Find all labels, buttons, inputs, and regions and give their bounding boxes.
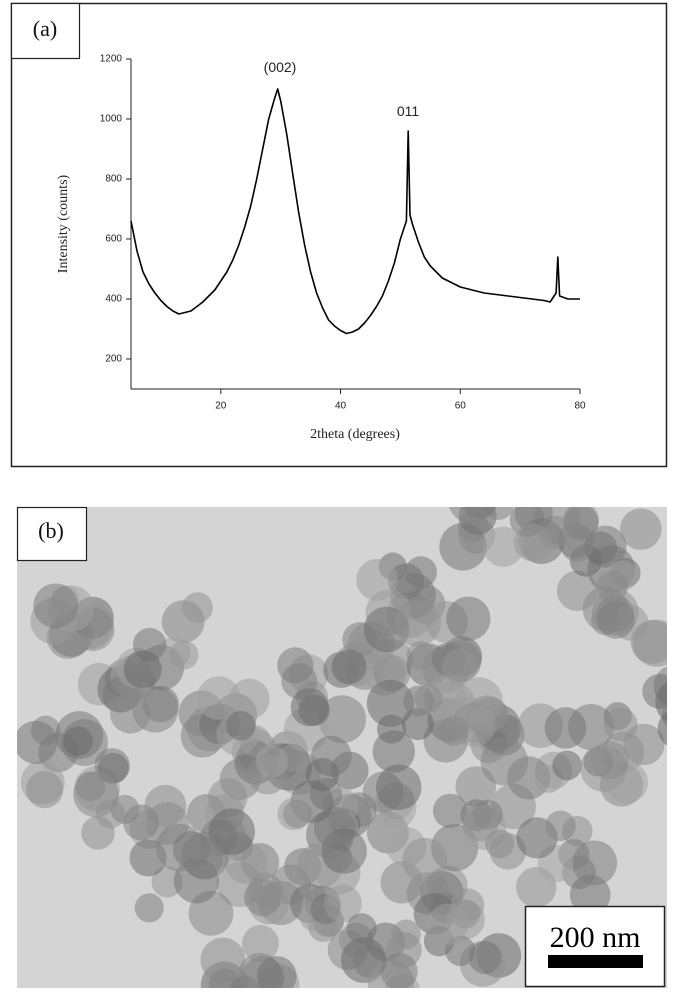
nanoparticle [305, 757, 340, 792]
nanoparticle [544, 707, 587, 749]
nanoparticle [73, 771, 119, 818]
nanoparticle [468, 941, 502, 974]
y-tick-label: 400 [105, 294, 122, 305]
nanoparticle [331, 649, 367, 685]
nanoparticle [513, 523, 552, 562]
nanoparticle [432, 793, 468, 829]
nanoparticle [123, 650, 162, 689]
nanoparticle [207, 778, 248, 818]
panel-label-box [16, 506, 88, 562]
nanoparticle [552, 750, 582, 781]
nanoparticle [449, 507, 495, 524]
nanoparticle [110, 692, 151, 734]
nanoparticle [26, 770, 64, 809]
nanoparticle [182, 592, 213, 623]
scale-bar-box [524, 905, 666, 988]
nanoparticle [391, 919, 421, 949]
nanoparticle [63, 726, 93, 756]
nanoparticle [151, 866, 183, 898]
nanoparticle [380, 952, 418, 988]
x-tick-label: 40 [335, 401, 347, 412]
nanoparticle [81, 816, 115, 850]
intensity-line [130, 88, 580, 335]
nanoparticle [446, 596, 491, 641]
nanoparticle [461, 804, 499, 842]
nanoparticle [321, 828, 367, 874]
nanoparticle [569, 874, 611, 916]
nanoparticle [596, 570, 628, 603]
nanoparticle [226, 710, 256, 741]
nanoparticle [376, 714, 407, 744]
x-tick-label: 20 [215, 401, 227, 412]
panel-label: (b) [38, 518, 64, 543]
y-tick-label: 1000 [100, 114, 123, 125]
nanoparticle [657, 711, 667, 746]
y-axis-title: Intensity (counts) [56, 174, 71, 273]
nanoparticle [197, 676, 241, 720]
nanoparticle [247, 872, 283, 907]
nanoparticle [323, 884, 362, 923]
scale-bar [548, 955, 643, 968]
nanoparticle [277, 797, 311, 831]
scale-bar-label: 200 nm [550, 921, 641, 954]
nanoparticle [603, 707, 638, 742]
nanoparticle [33, 583, 79, 629]
nanoparticle [563, 507, 599, 541]
nanoparticle [441, 648, 477, 684]
nanoparticle [169, 640, 199, 670]
nanoparticle [277, 647, 314, 684]
y-tick-label: 200 [105, 354, 122, 365]
y-tick-label: 600 [105, 234, 122, 245]
nanoparticle [669, 685, 678, 714]
nanoparticle [483, 526, 524, 567]
peak-annotation: (002) [264, 59, 297, 75]
nanoparticle [155, 823, 204, 872]
nanoparticle [620, 508, 662, 550]
nanoparticle [134, 893, 164, 923]
x-axis-title: 2theta (degrees) [310, 427, 400, 442]
nanoparticle [463, 507, 497, 519]
xrd-chart: 200 400 600 800 1000 1200 20 40 60 80 [100, 54, 586, 412]
nanoparticle [480, 737, 529, 786]
nanoparticle [572, 840, 618, 886]
y-tick-label: 1200 [100, 54, 123, 65]
nanoparticle [590, 741, 630, 780]
nanoparticle [465, 466, 504, 505]
peak-annotation: 011 [397, 103, 420, 119]
nanoparticles [17, 466, 678, 988]
nanoparticle [17, 720, 58, 764]
nanoparticle [545, 810, 576, 842]
nanoparticle [596, 600, 635, 639]
nanoparticle [414, 684, 443, 713]
nanoparticle [406, 641, 436, 671]
nanoparticle [318, 695, 367, 744]
nanoparticle [438, 715, 469, 746]
nanoparticle [356, 558, 399, 601]
nanoparticle [256, 956, 297, 988]
nanoparticle [241, 925, 279, 962]
nanoparticle [228, 678, 270, 720]
nanoparticle [366, 679, 414, 727]
nanoparticle [426, 903, 469, 946]
nanoparticle [110, 794, 140, 824]
y-tick-label: 800 [105, 174, 122, 185]
panel-label-box [10, 2, 81, 60]
nanoparticle [439, 522, 487, 571]
panel-label: (a) [33, 16, 57, 41]
nanoparticle [298, 694, 330, 726]
nanoparticle [401, 708, 434, 741]
nanoparticle [208, 968, 241, 988]
x-tick-label: 60 [455, 401, 467, 412]
nanoparticle [376, 764, 422, 810]
nanoparticle [346, 913, 377, 944]
panel-a-frame [10, 2, 668, 468]
nanoparticle [255, 745, 288, 778]
x-tick-label: 80 [574, 401, 586, 412]
nanoparticle [200, 937, 246, 983]
nanoparticle [655, 681, 667, 723]
nanoparticle [402, 837, 448, 883]
